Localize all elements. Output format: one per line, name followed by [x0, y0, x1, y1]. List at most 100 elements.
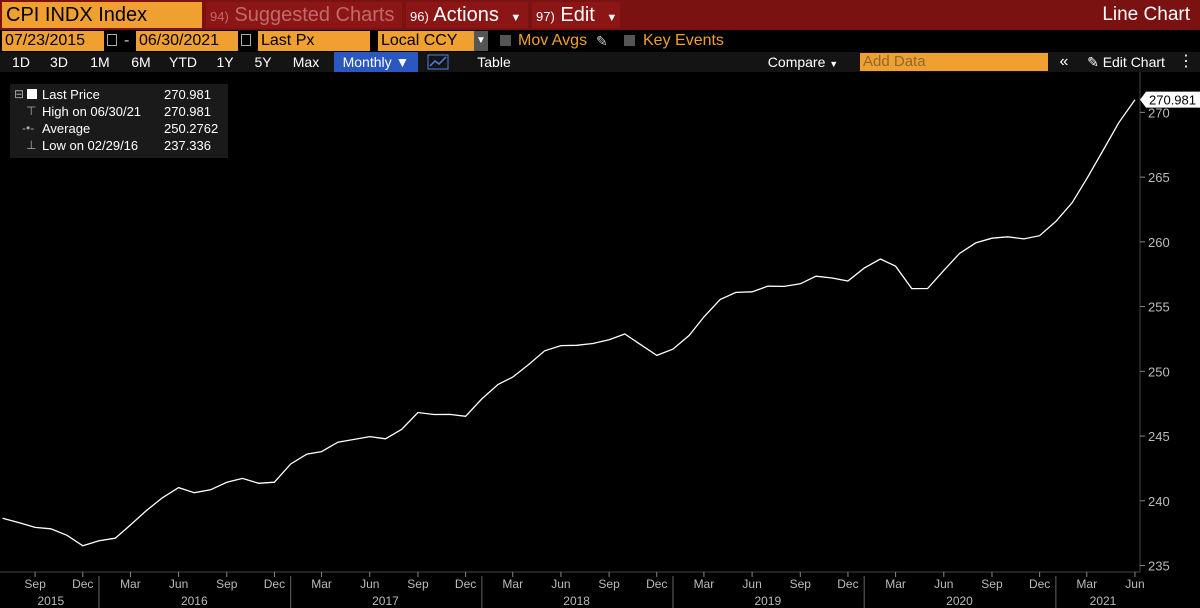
edit-number: 97) — [536, 9, 555, 24]
options-icon[interactable]: ⋮ — [1178, 53, 1194, 70]
collapse-icon[interactable]: « — [1059, 53, 1069, 70]
year-label: 2019 — [754, 594, 781, 608]
x-tick-label: Sep — [598, 577, 620, 591]
x-tick-label: Mar — [502, 577, 523, 591]
top-menu-bar: CPI INDX Index 94) Suggested Charts 96) … — [0, 0, 1200, 30]
y-tick-label: 265 — [1148, 170, 1170, 185]
start-calendar-icon[interactable] — [107, 34, 117, 46]
period-ytd-button[interactable]: YTD — [169, 54, 197, 70]
period-3d-button[interactable]: 3D — [50, 54, 68, 70]
edit-chart-pencil-icon: ✎ — [1087, 54, 1099, 70]
high-marker-icon: ⊤ — [26, 104, 37, 118]
legend-label: Low on 02/29/16 — [42, 138, 139, 153]
x-tick-label: Dec — [455, 577, 476, 591]
y-tick-label: 245 — [1148, 429, 1170, 444]
x-tick-label: Sep — [24, 577, 46, 591]
actions-number: 96) — [410, 9, 429, 24]
legend-value: 270.981 — [164, 87, 211, 102]
line-chart-icon[interactable] — [424, 52, 452, 72]
edit-label: Edit — [560, 4, 595, 26]
y-tick-label: 260 — [1148, 235, 1170, 250]
legend-item-average: -•- Average 250.2762 — [14, 120, 224, 137]
x-tick-label: Jun — [360, 577, 379, 591]
y-tick-label: 270 — [1148, 105, 1170, 120]
mov-avgs-label[interactable]: Mov Avgs — [518, 32, 588, 49]
x-tick-label: Dec — [646, 577, 667, 591]
last-value-label: 270.981 — [1149, 93, 1196, 108]
x-tick-label: Jun — [551, 577, 570, 591]
x-tick-label: Dec — [264, 577, 285, 591]
actions-menu[interactable]: 96) Actions ▼ — [406, 2, 528, 28]
add-data-input[interactable]: Add Data — [860, 53, 1048, 71]
date-separator: - — [124, 32, 130, 49]
parameter-bar: 07/23/2015 - 06/30/2021 Last Px Local CC… — [0, 30, 1200, 52]
suggested-charts-menu[interactable]: 94) Suggested Charts — [206, 2, 402, 28]
legend-item-high: ⊤ High on 06/30/21 270.981 — [14, 103, 224, 120]
x-tick-label: Dec — [837, 577, 858, 591]
x-tick-label: Mar — [120, 577, 141, 591]
actions-caret-icon: ▼ — [510, 12, 522, 24]
period-1m-button[interactable]: 1M — [90, 54, 110, 70]
chart-type-title: Line Chart — [1102, 4, 1190, 25]
security-ticker-field[interactable]: CPI INDX Index — [2, 2, 202, 28]
x-tick-label: Dec — [72, 577, 93, 591]
legend-value: 237.336 — [164, 138, 211, 153]
x-tick-label: Mar — [885, 577, 906, 591]
year-label: 2016 — [181, 594, 208, 608]
compare-label: Compare — [767, 54, 826, 70]
edit-caret-icon: ▼ — [606, 12, 618, 24]
currency-dropdown-icon[interactable]: ▼ — [474, 31, 488, 51]
year-label: 2020 — [946, 594, 973, 608]
period-1d-button[interactable]: 1D — [12, 54, 30, 70]
frequency-label: Monthly — [342, 54, 392, 70]
x-tick-label: Mar — [694, 577, 715, 591]
price-series-line — [2, 99, 1136, 547]
edit-chart-button[interactable]: ✎ Edit Chart — [1080, 52, 1172, 72]
mov-avgs-checkbox[interactable] — [500, 35, 511, 46]
key-events-label[interactable]: Key Events — [643, 32, 724, 49]
x-tick-label: Sep — [981, 577, 1003, 591]
currency-select[interactable]: Local CCY — [378, 31, 474, 51]
end-calendar-icon[interactable] — [241, 34, 251, 46]
year-label: 2018 — [563, 594, 590, 608]
y-tick-label: 255 — [1148, 300, 1170, 315]
legend-collapse-icon[interactable]: ⊟ — [14, 87, 25, 101]
average-marker-icon: -•- — [22, 121, 35, 135]
suggested-charts-label: Suggested Charts — [234, 4, 395, 26]
legend-label: High on 06/30/21 — [42, 104, 142, 119]
y-tick-label: 250 — [1148, 364, 1170, 379]
last-value-tag — [1140, 91, 1200, 108]
legend-value: 270.981 — [164, 104, 211, 119]
legend-box: ⊟ Last Price 270.981 ⊤ High on 06/30/21 … — [10, 84, 228, 158]
compare-menu[interactable]: Compare ▼ — [756, 52, 850, 72]
year-label: 2015 — [37, 594, 64, 608]
frequency-select[interactable]: Monthly ▼ — [334, 52, 418, 72]
legend-item-last-price[interactable]: ⊟ Last Price 270.981 — [14, 86, 224, 103]
table-button[interactable]: Table — [477, 54, 511, 70]
end-date-field[interactable]: 06/30/2021 — [136, 31, 238, 51]
y-tick-label: 240 — [1148, 494, 1170, 509]
key-events-checkbox[interactable] — [624, 35, 635, 46]
legend-white-swatch-icon — [27, 89, 37, 99]
edit-chart-label: Edit Chart — [1102, 54, 1165, 70]
pencil-icon[interactable]: ✎ — [596, 33, 608, 49]
x-tick-label: Jun — [934, 577, 953, 591]
x-tick-label: Jun — [1125, 577, 1144, 591]
period-max-button[interactable]: Max — [292, 54, 320, 70]
x-tick-label: Sep — [216, 577, 238, 591]
edit-menu[interactable]: 97) Edit ▼ — [532, 2, 620, 28]
period-6m-button[interactable]: 6M — [131, 54, 151, 70]
legend-label: Last Price — [42, 87, 100, 102]
legend-value: 250.2762 — [164, 121, 219, 136]
start-date-field[interactable]: 07/23/2015 — [2, 31, 104, 51]
x-tick-label: Dec — [1029, 577, 1050, 591]
x-tick-label: Jun — [742, 577, 761, 591]
x-tick-label: Mar — [311, 577, 332, 591]
suggested-charts-number: 94) — [210, 9, 229, 24]
period-5y-button[interactable]: 5Y — [254, 54, 272, 70]
period-1y-button[interactable]: 1Y — [216, 54, 234, 70]
legend-label: Average — [42, 121, 91, 136]
x-tick-label: Sep — [790, 577, 812, 591]
price-field-select[interactable]: Last Px — [258, 31, 370, 51]
